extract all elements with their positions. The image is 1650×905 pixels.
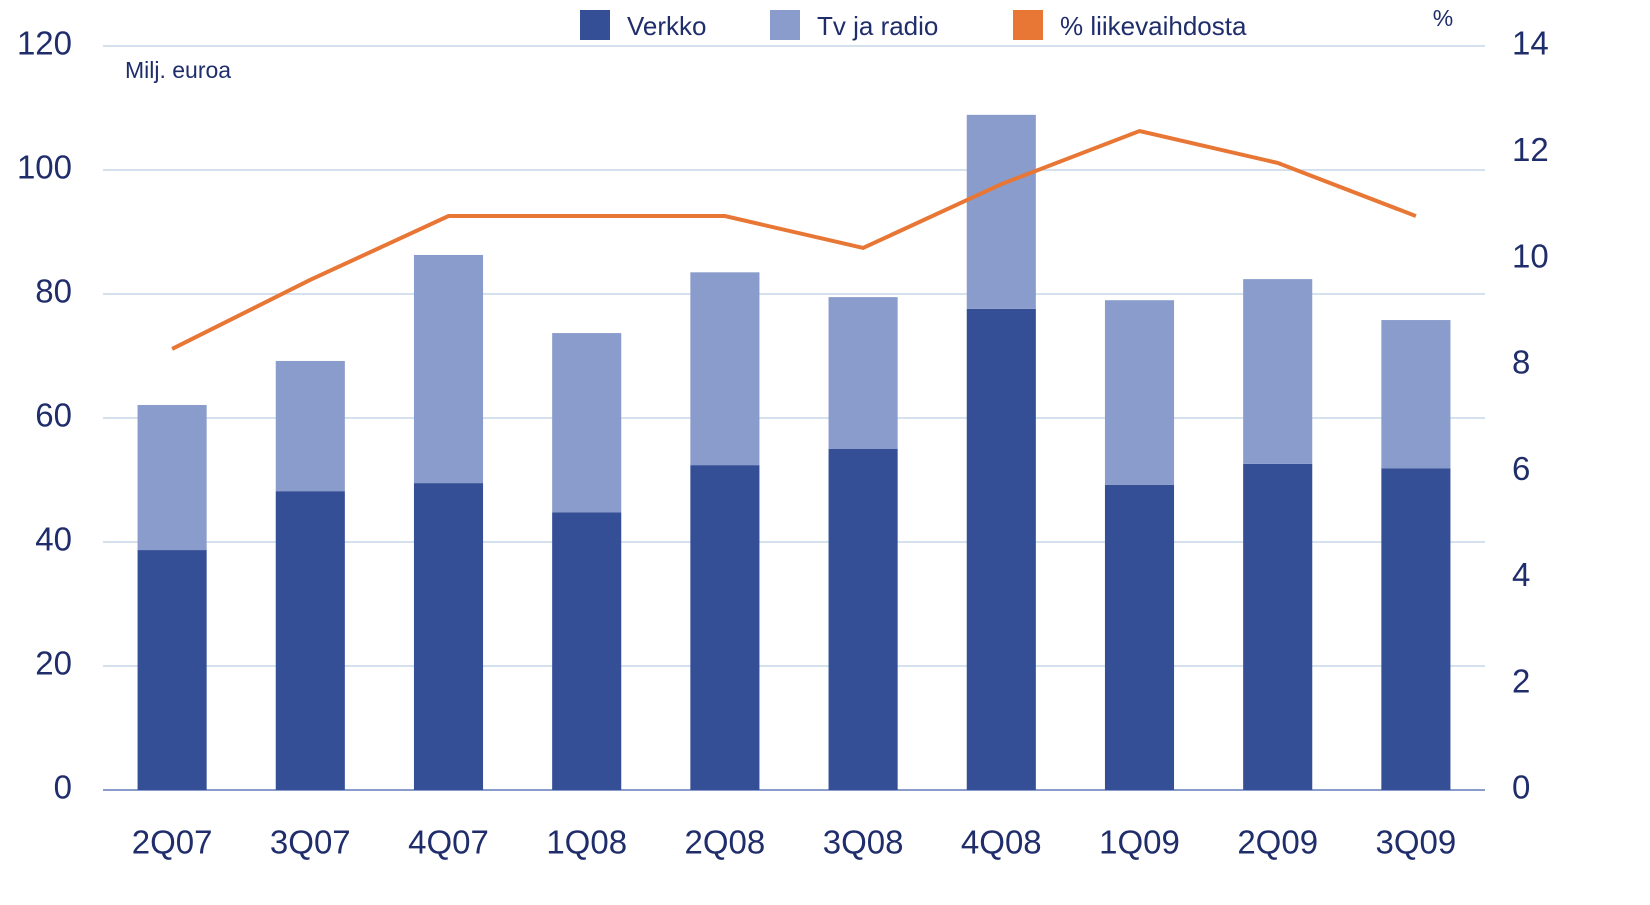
y2-tick-label: 10 bbox=[1512, 237, 1549, 274]
bar bbox=[413, 483, 484, 790]
bar bbox=[275, 360, 345, 492]
x-tick-label: 1Q08 bbox=[546, 824, 627, 861]
legend-label: Tv ja radio bbox=[817, 11, 938, 41]
bar bbox=[828, 297, 898, 449]
y-tick-label: 100 bbox=[17, 149, 72, 186]
y2-tick-label: 4 bbox=[1512, 556, 1530, 593]
x-tick-label: 4Q08 bbox=[961, 824, 1042, 861]
legend-swatch bbox=[1013, 10, 1043, 40]
line bbox=[171, 128, 1417, 351]
y2-tick-label: 14 bbox=[1512, 25, 1549, 62]
x-tick-label: 3Q08 bbox=[823, 824, 904, 861]
bar bbox=[1381, 468, 1451, 790]
legend-label: % liikevaihdosta bbox=[1060, 11, 1247, 41]
bar bbox=[137, 404, 207, 551]
y-tick-label: 40 bbox=[35, 521, 72, 558]
bar bbox=[137, 550, 207, 790]
bar bbox=[1104, 300, 1175, 485]
bar bbox=[413, 254, 484, 484]
bar bbox=[1243, 463, 1313, 790]
bar bbox=[1381, 320, 1451, 469]
bar bbox=[275, 491, 345, 790]
bar bbox=[1243, 279, 1313, 464]
bar bbox=[966, 308, 1036, 790]
x-tick-label: 2Q08 bbox=[685, 824, 766, 861]
bar bbox=[966, 114, 1036, 309]
y-tick-label: 120 bbox=[17, 25, 72, 62]
y-tick-label: 0 bbox=[54, 769, 72, 806]
y2-tick-label: 12 bbox=[1512, 131, 1549, 168]
x-tick-label: 3Q07 bbox=[270, 824, 351, 861]
x-tick-label: 1Q09 bbox=[1099, 824, 1180, 861]
x-tick-label: 3Q09 bbox=[1376, 824, 1457, 861]
bar bbox=[552, 333, 622, 513]
y-tick-label: 80 bbox=[35, 273, 72, 310]
bar bbox=[690, 272, 760, 466]
y2-tick-label: 2 bbox=[1512, 662, 1530, 699]
y2-tick-label: 0 bbox=[1512, 769, 1530, 806]
y2-axis-label: % bbox=[1433, 5, 1453, 31]
bar bbox=[552, 512, 622, 790]
y2-tick-label: 8 bbox=[1512, 344, 1530, 381]
x-tick-label: 4Q07 bbox=[408, 824, 489, 861]
legend-label: Verkko bbox=[627, 11, 707, 41]
y-tick-label: 20 bbox=[35, 645, 72, 682]
bar bbox=[1104, 484, 1175, 790]
y2-tick-label: 6 bbox=[1512, 450, 1530, 487]
legend-swatch bbox=[770, 10, 800, 40]
x-tick-label: 2Q09 bbox=[1237, 824, 1318, 861]
y-axis-label: Milj. euroa bbox=[125, 57, 231, 83]
x-tick-label: 2Q07 bbox=[132, 824, 213, 861]
bar bbox=[828, 449, 898, 790]
legend-swatch bbox=[580, 10, 610, 40]
bar bbox=[690, 465, 760, 790]
y-tick-label: 60 bbox=[35, 397, 72, 434]
